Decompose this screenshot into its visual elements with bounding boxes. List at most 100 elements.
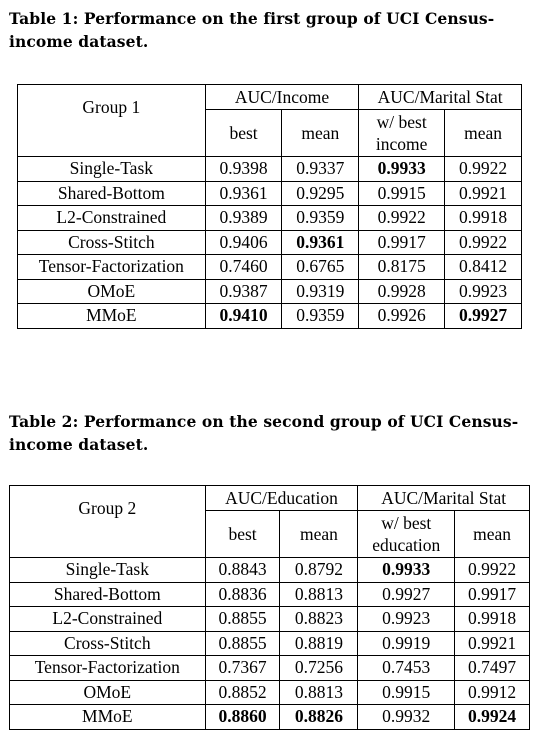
- table-row: Cross-Stitch 0.8855 0.8819 0.9919 0.9921: [9, 630, 530, 656]
- cell: 0.9921: [454, 630, 530, 656]
- cell: 0.9319: [281, 278, 360, 304]
- cell: 0.9337: [281, 156, 360, 182]
- table2-mean-header: mean: [279, 510, 359, 558]
- table-row: Single-Task 0.8843 0.8792 0.9933 0.9922: [9, 557, 530, 583]
- cell: 0.9915: [358, 180, 446, 206]
- row-label: Cross-Stitch: [17, 229, 206, 255]
- table2: Group 2 AUC/Education AUC/Marital Stat b…: [9, 485, 530, 730]
- cell: 0.9923: [444, 278, 522, 304]
- cell: 0.9295: [281, 180, 360, 206]
- cell: 0.9927: [357, 581, 456, 607]
- cell: 0.7367: [204, 655, 281, 681]
- cell: 0.9359: [281, 205, 360, 231]
- cell: 0.9932: [357, 704, 456, 730]
- row-label: Tensor-Factorization: [9, 655, 206, 681]
- table1-mean-header: mean: [281, 109, 360, 157]
- table1-best-header: best: [204, 109, 283, 157]
- cell: 0.9928: [358, 278, 446, 304]
- row-label: OMoE: [9, 679, 206, 705]
- cell: 0.9924: [454, 704, 530, 730]
- cell: 0.9922: [444, 229, 522, 255]
- row-label: MMoE: [17, 303, 206, 329]
- cell: 0.9922: [358, 205, 446, 231]
- cell: 0.8412: [444, 254, 522, 280]
- table1-caption: Table 1: Performance on the first group …: [9, 9, 495, 51]
- table-row: OMoE 0.8852 0.8813 0.9915 0.9912: [9, 679, 530, 705]
- table1-auc-marital-header: AUC/Marital Stat: [358, 84, 522, 110]
- table1: Group 1 AUC/Income AUC/Marital Stat best…: [17, 84, 522, 329]
- cell: 0.9918: [454, 606, 530, 632]
- table-row: Single-Task 0.9398 0.9337 0.9933 0.9922: [17, 156, 522, 182]
- row-label: MMoE: [9, 704, 206, 730]
- cell: 0.6765: [281, 254, 360, 280]
- table1-wbest-header: w/ best income: [358, 109, 446, 157]
- table1-wbest-line2: income: [375, 134, 428, 154]
- cell: 0.9923: [357, 606, 456, 632]
- cell: 0.9919: [357, 630, 456, 656]
- cell: 0.7497: [454, 655, 530, 681]
- cell: 0.8819: [279, 630, 359, 656]
- table1-wbest-line1: w/ best: [376, 112, 427, 132]
- cell: 0.8860: [204, 704, 281, 730]
- cell: 0.9361: [281, 229, 360, 255]
- table-row: Shared-Bottom 0.8836 0.8813 0.9927 0.991…: [9, 581, 530, 607]
- table-row: Tensor-Factorization 0.7460 0.6765 0.817…: [17, 254, 522, 280]
- cell: 0.8852: [204, 679, 281, 705]
- cell: 0.8836: [204, 581, 281, 607]
- row-label: Single-Task: [17, 156, 206, 182]
- table2-wbest-line1: w/ best: [381, 513, 432, 533]
- cell: 0.9389: [204, 205, 283, 231]
- cell: 0.8792: [279, 557, 359, 583]
- cell: 0.9917: [358, 229, 446, 255]
- row-label: Shared-Bottom: [9, 581, 206, 607]
- cell: 0.7460: [204, 254, 283, 280]
- cell: 0.9926: [358, 303, 446, 329]
- cell: 0.9918: [444, 205, 522, 231]
- row-label: Single-Task: [9, 557, 206, 583]
- table2-wbest-header: w/ best education: [357, 510, 456, 558]
- table-row: OMoE 0.9387 0.9319 0.9928 0.9923: [17, 278, 522, 304]
- row-label: Tensor-Factorization: [17, 254, 206, 280]
- table2-wbest-line2: education: [372, 535, 441, 555]
- table-row: Shared-Bottom 0.9361 0.9295 0.9915 0.992…: [17, 180, 522, 206]
- cell: 0.9387: [204, 278, 283, 304]
- row-label: L2-Constrained: [17, 205, 206, 231]
- table2-group-label: Group 2: [9, 485, 206, 558]
- table2-caption: Table 2: Performance on the second group…: [9, 412, 519, 454]
- row-label: OMoE: [17, 278, 206, 304]
- table2-mean2-header: mean: [454, 510, 530, 558]
- cell: 0.9921: [444, 180, 522, 206]
- cell: 0.8855: [204, 606, 281, 632]
- cell: 0.8843: [204, 557, 281, 583]
- cell: 0.8855: [204, 630, 281, 656]
- cell: 0.8813: [279, 679, 359, 705]
- row-label: Shared-Bottom: [17, 180, 206, 206]
- cell: 0.9361: [204, 180, 283, 206]
- table2-auc-marital-header: AUC/Marital Stat: [357, 485, 530, 511]
- cell: 0.9912: [454, 679, 530, 705]
- cell: 0.9915: [357, 679, 456, 705]
- cell: 0.7453: [357, 655, 456, 681]
- table2-auc-education-header: AUC/Education: [204, 485, 359, 511]
- table-row: L2-Constrained 0.9389 0.9359 0.9922 0.99…: [17, 205, 522, 231]
- table-row: Tensor-Factorization 0.7367 0.7256 0.745…: [9, 655, 530, 681]
- table2-best-header: best: [204, 510, 281, 558]
- table1-mean2-header: mean: [444, 109, 522, 157]
- table1-group-label: Group 1: [17, 84, 206, 157]
- cell: 0.8823: [279, 606, 359, 632]
- cell: 0.9927: [444, 303, 522, 329]
- cell: 0.9410: [204, 303, 283, 329]
- cell: 0.9922: [454, 557, 530, 583]
- cell: 0.8175: [358, 254, 446, 280]
- cell: 0.8826: [279, 704, 359, 730]
- cell: 0.9406: [204, 229, 283, 255]
- table1-auc-income-header: AUC/Income: [204, 84, 360, 110]
- cell: 0.9398: [204, 156, 283, 182]
- cell: 0.7256: [279, 655, 359, 681]
- table-row: Cross-Stitch 0.9406 0.9361 0.9917 0.9922: [17, 229, 522, 255]
- cell: 0.9359: [281, 303, 360, 329]
- cell: 0.9933: [358, 156, 446, 182]
- table-row: MMoE 0.8860 0.8826 0.9932 0.9924: [9, 704, 530, 730]
- cell: 0.9933: [357, 557, 456, 583]
- table-row: L2-Constrained 0.8855 0.8823 0.9923 0.99…: [9, 606, 530, 632]
